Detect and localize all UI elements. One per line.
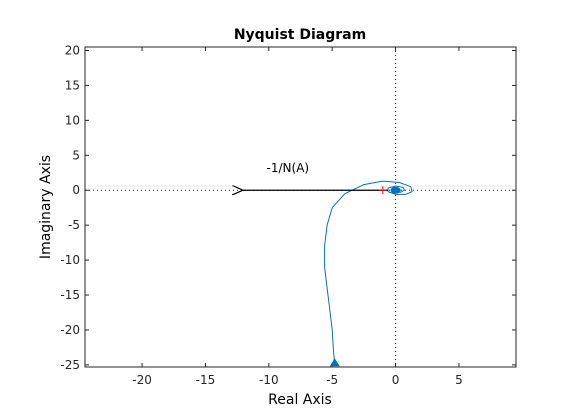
annotation-label: -1/N(A) bbox=[267, 161, 310, 175]
y-tick-label: 20 bbox=[65, 43, 80, 57]
plot-area bbox=[84, 46, 517, 368]
x-tick-label: -20 bbox=[132, 373, 152, 387]
chart-title: Nyquist Diagram bbox=[234, 27, 366, 43]
y-axis-label: Imaginary Axis bbox=[38, 155, 54, 259]
axis-ticks: -20 -15 -10 -5 0 5 -25 -20 -15 -10 -5 0 5 10 15 20 bbox=[60, 43, 516, 387]
x-tick-label: 5 bbox=[455, 373, 463, 387]
x-tick-label: -10 bbox=[259, 373, 279, 387]
curve-center-cluster bbox=[390, 186, 401, 194]
x-tick-label: 0 bbox=[392, 373, 400, 387]
annotation-group: -1/N(A) bbox=[243, 161, 388, 194]
y-tick-label: 0 bbox=[72, 183, 80, 197]
y-tick-label: 15 bbox=[65, 78, 80, 92]
y-tick-label: -15 bbox=[60, 288, 80, 302]
y-tick-label: -5 bbox=[68, 218, 80, 232]
x-axis-label: Real Axis bbox=[268, 392, 332, 408]
curve-direction-arrow bbox=[329, 358, 340, 367]
zero-lines bbox=[85, 47, 516, 367]
y-tick-label: -25 bbox=[60, 358, 80, 372]
y-tick-label: -10 bbox=[60, 253, 80, 267]
y-tick-label: 10 bbox=[65, 113, 80, 127]
y-tick-label: 5 bbox=[72, 148, 80, 162]
x-tick-label: -15 bbox=[196, 373, 216, 387]
series-group bbox=[324, 180, 413, 367]
x-tick-label: -5 bbox=[326, 373, 338, 387]
y-tick-label: -20 bbox=[60, 323, 80, 337]
